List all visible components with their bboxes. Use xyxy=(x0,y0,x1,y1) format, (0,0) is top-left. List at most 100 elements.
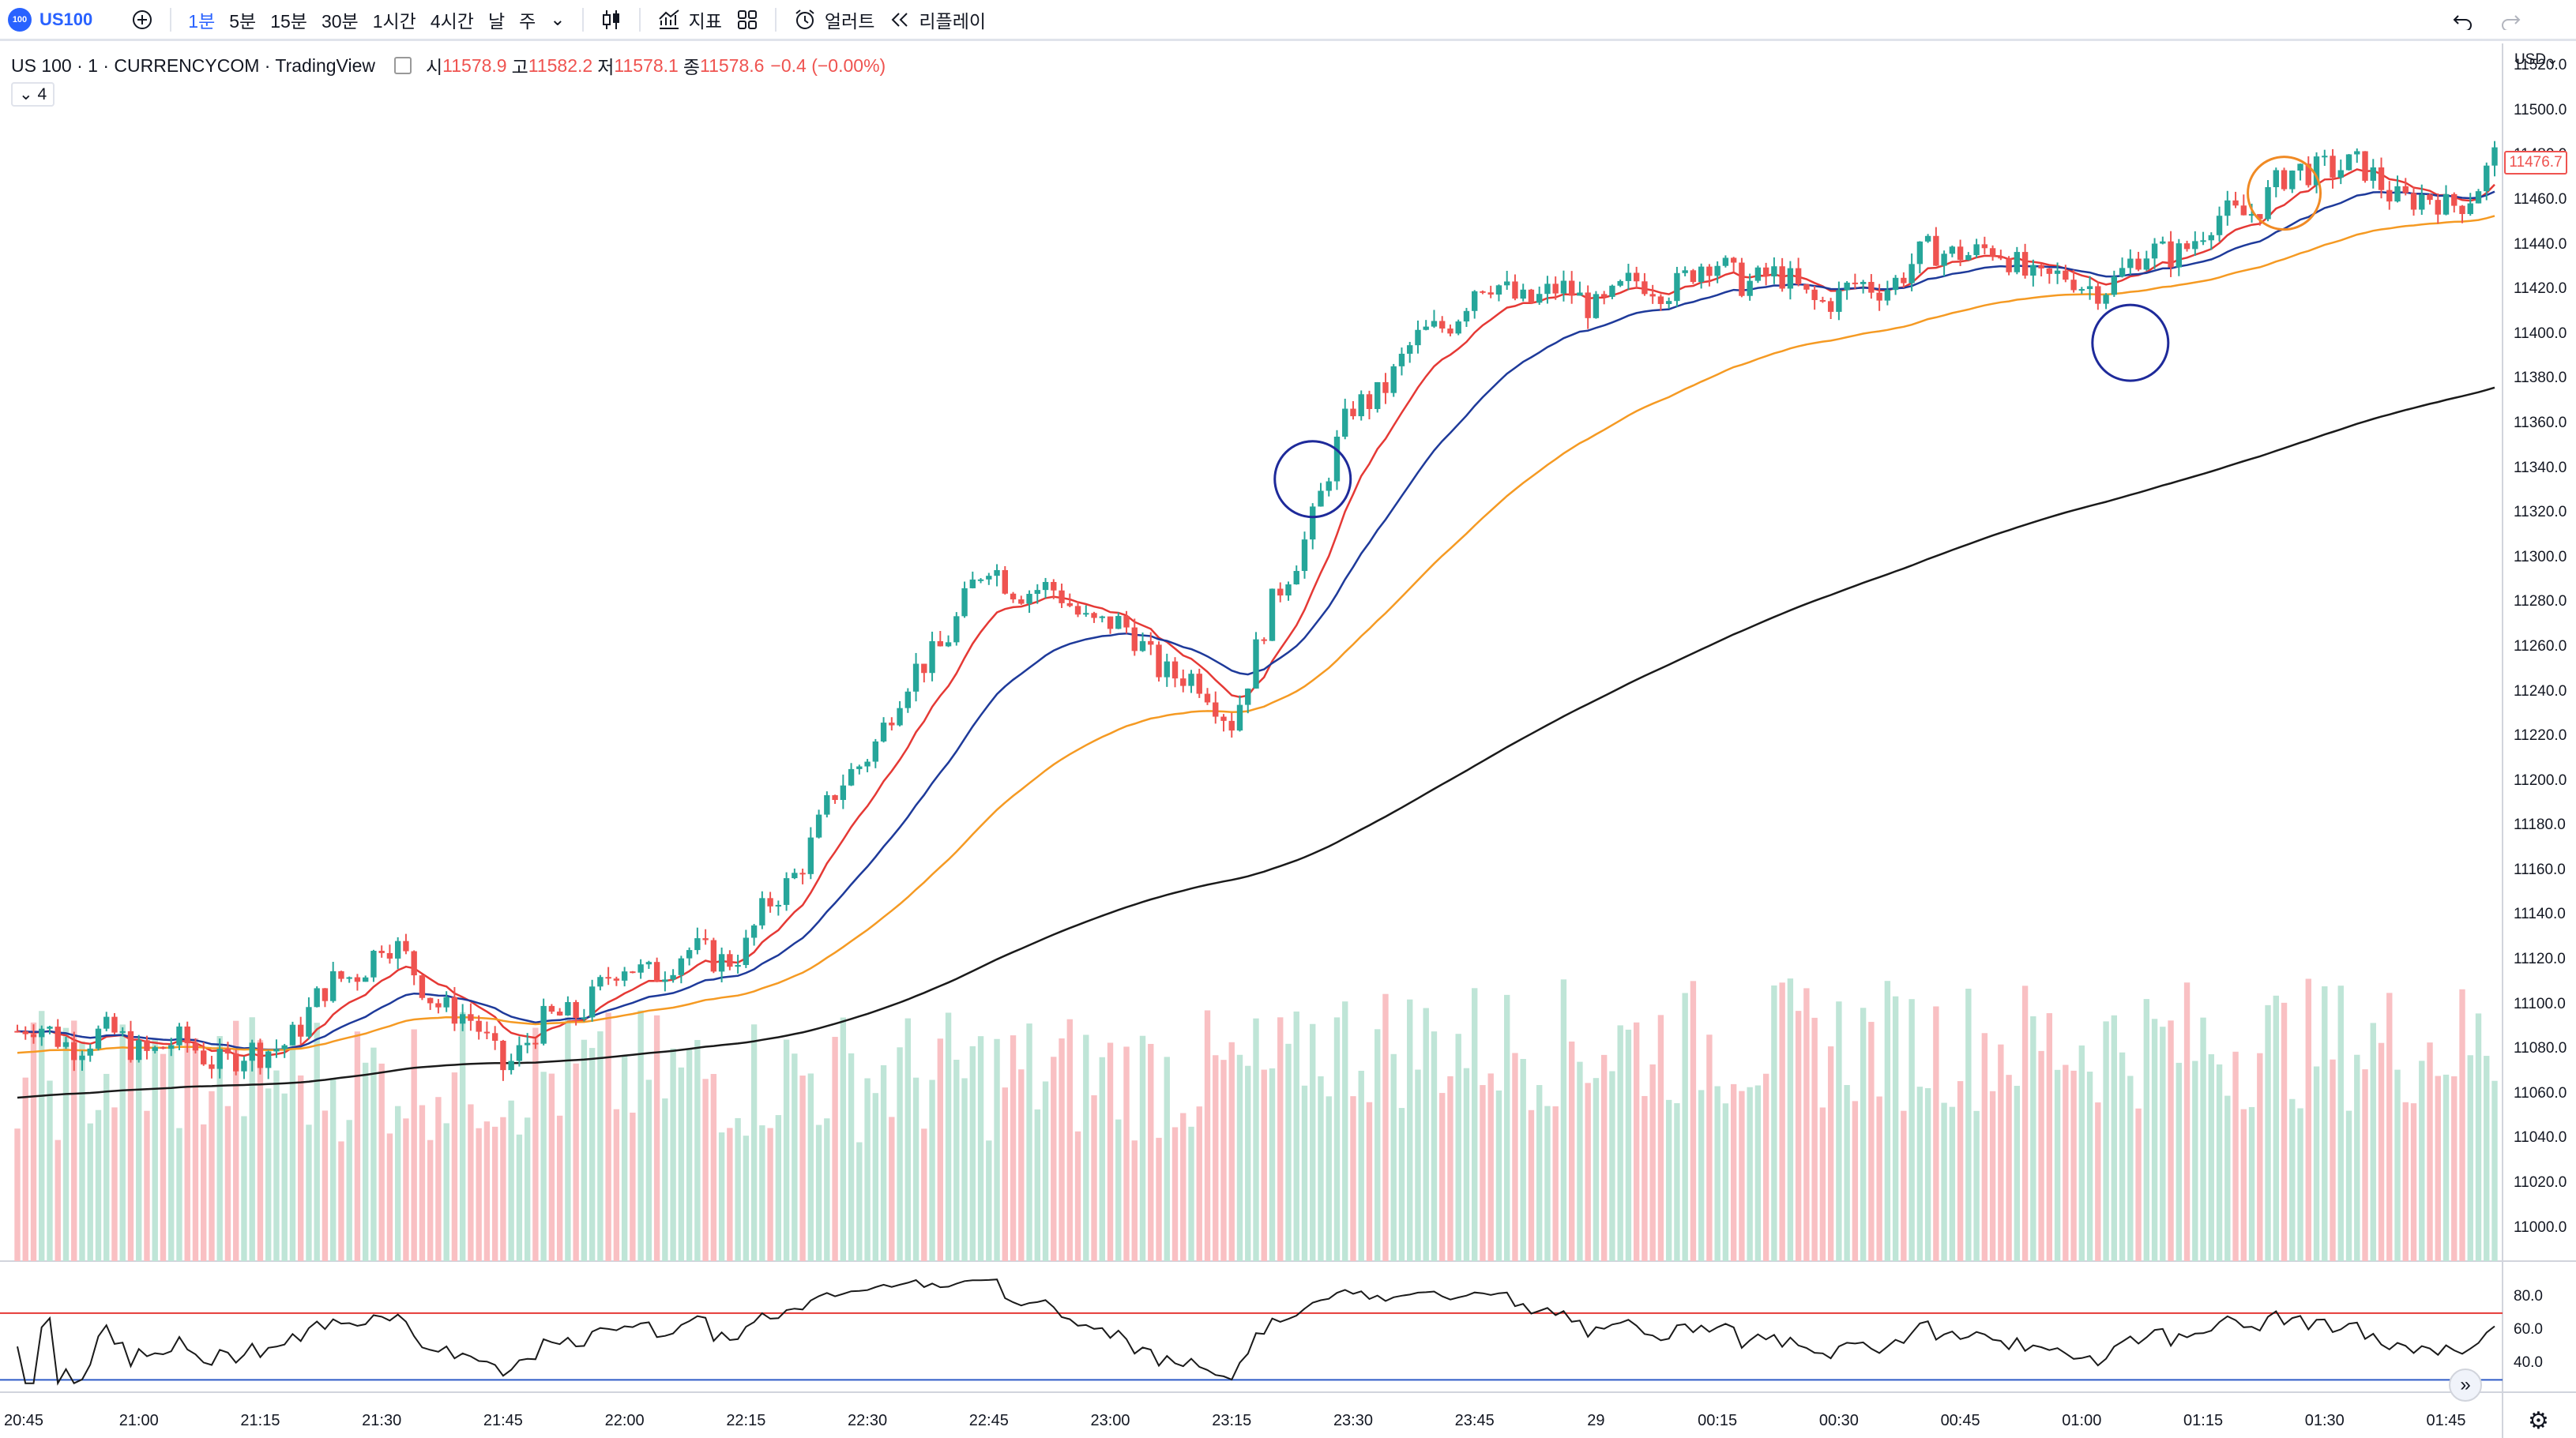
volume-bar xyxy=(1957,1081,1964,1261)
candle-body xyxy=(937,640,944,647)
volume-bar xyxy=(1261,1069,1267,1261)
candle-body xyxy=(2322,156,2328,158)
candle-body xyxy=(111,1016,118,1033)
high-value: 11582.2 xyxy=(528,54,593,76)
volume-bar xyxy=(1868,1022,1875,1261)
volume-bar xyxy=(1787,978,1794,1261)
candle-body xyxy=(2046,268,2053,274)
candle-body xyxy=(929,640,935,674)
volume-bar xyxy=(1051,1057,1057,1261)
volume-bar xyxy=(1350,1096,1356,1261)
candle-body xyxy=(1544,283,1551,295)
legend-title[interactable]: US 100 · 1 · CURRENCYCOM · TradingView xyxy=(11,54,375,76)
volume-bar xyxy=(2297,1108,2303,1261)
redo-button[interactable] xyxy=(2499,0,2521,41)
currency-selector[interactable]: USD⌄ xyxy=(2514,51,2559,69)
candle-body xyxy=(1690,270,1697,283)
candle-body xyxy=(192,1043,199,1051)
interval-button[interactable]: 날 xyxy=(487,10,506,32)
volume-bar xyxy=(1171,1127,1179,1261)
volume-bar xyxy=(1884,981,1891,1261)
price-axis-label: 11400.0 xyxy=(2514,325,2567,342)
volume-bar xyxy=(2030,1016,2036,1261)
price-axis-label: 11040.0 xyxy=(2514,1129,2567,1147)
price-axis-label: 11320.0 xyxy=(2514,504,2567,521)
candle-body xyxy=(1852,282,1859,284)
indicators-button[interactable]: 지표 xyxy=(650,0,729,40)
visibility-icon[interactable] xyxy=(393,57,412,74)
volume-bar xyxy=(1852,1101,1859,1261)
candle-body xyxy=(1577,292,1583,296)
volume-bar xyxy=(2273,995,2279,1261)
volume-bar xyxy=(403,1118,409,1261)
volume-bar xyxy=(427,1140,434,1261)
interval-button[interactable]: 4시간 xyxy=(430,10,474,32)
volume-bar xyxy=(1390,1053,1397,1261)
candle-body xyxy=(386,952,393,959)
candle-body xyxy=(630,971,636,974)
volume-bar xyxy=(621,1055,628,1261)
candle-body xyxy=(1520,289,1526,299)
volume-bar xyxy=(792,1053,798,1261)
time-axis-label: 22:00 xyxy=(604,1412,645,1429)
interval-button[interactable]: 15분 xyxy=(270,10,307,32)
volume-bar xyxy=(1447,1076,1453,1261)
candle-body xyxy=(2168,241,2174,268)
volume-bar xyxy=(79,1041,85,1261)
volume-bar xyxy=(2046,1013,2053,1261)
candle-body xyxy=(516,1045,523,1061)
candle-body xyxy=(1884,290,1891,301)
volume-bar xyxy=(508,1100,514,1261)
volume-bar xyxy=(573,1063,579,1261)
volume-bar xyxy=(152,1038,158,1261)
price-axis-label: 11220.0 xyxy=(2514,727,2567,745)
low-value: 11578.1 xyxy=(614,54,679,76)
annotation-circle xyxy=(1273,440,1352,519)
rsi-pane xyxy=(0,1278,2503,1386)
volume-bar xyxy=(645,1079,652,1261)
compare-button[interactable] xyxy=(124,0,160,40)
volume-bar xyxy=(1924,1088,1931,1261)
volume-bar xyxy=(1480,1085,1486,1261)
candle-body xyxy=(1795,268,1802,284)
candle-body xyxy=(2038,265,2044,268)
candle-body xyxy=(160,1047,167,1049)
volume-bar xyxy=(2248,1106,2255,1261)
time-axis-label: 00:30 xyxy=(1818,1412,1859,1429)
volume-bar xyxy=(1965,989,1972,1261)
interval-button[interactable]: 1시간 xyxy=(372,10,416,32)
volume-bar xyxy=(2322,986,2328,1261)
interval-button[interactable]: 주 xyxy=(519,10,536,32)
candle-body xyxy=(1908,264,1915,283)
indicator-toggle-button[interactable]: ⌄ 4 xyxy=(11,82,55,107)
symbol-logo[interactable]: 100 xyxy=(8,7,32,32)
interval-button[interactable]: 5분 xyxy=(229,10,257,32)
time-axis-label: 22:15 xyxy=(726,1412,766,1429)
candle-body xyxy=(1236,704,1243,731)
chart-type-button[interactable] xyxy=(593,0,630,40)
volume-bar xyxy=(2119,1052,2126,1261)
volume-bar xyxy=(1585,1083,1591,1261)
alert-button[interactable]: 얼러트 xyxy=(786,0,882,40)
layout-button[interactable] xyxy=(729,0,765,40)
scroll-to-realtime-button[interactable]: » xyxy=(2449,1369,2482,1402)
undo-button[interactable] xyxy=(2452,0,2474,41)
volume-bar xyxy=(1981,1033,1988,1261)
symbol-search-button[interactable]: US100 xyxy=(39,9,93,29)
candle-body xyxy=(2442,193,2450,215)
volume-bar xyxy=(1293,1011,1299,1261)
candle-body xyxy=(1836,290,1842,312)
volume-bar xyxy=(1544,1106,1551,1261)
toolbar-divider xyxy=(581,7,584,32)
replay-button[interactable]: 리플레이 xyxy=(882,0,993,40)
interval-button[interactable]: 30분 xyxy=(321,10,359,32)
volume-bar xyxy=(386,1133,393,1261)
gear-icon[interactable]: ⚙ xyxy=(2528,1408,2549,1434)
interval-dropdown-chevron-icon[interactable]: ⌄ xyxy=(550,9,566,29)
price-axis-label: 11240.0 xyxy=(2514,682,2567,700)
interval-button[interactable]: 1분 xyxy=(188,10,216,32)
volume-bar xyxy=(2095,1102,2101,1261)
candle-body xyxy=(1617,280,1623,286)
candle-body xyxy=(2070,280,2077,291)
